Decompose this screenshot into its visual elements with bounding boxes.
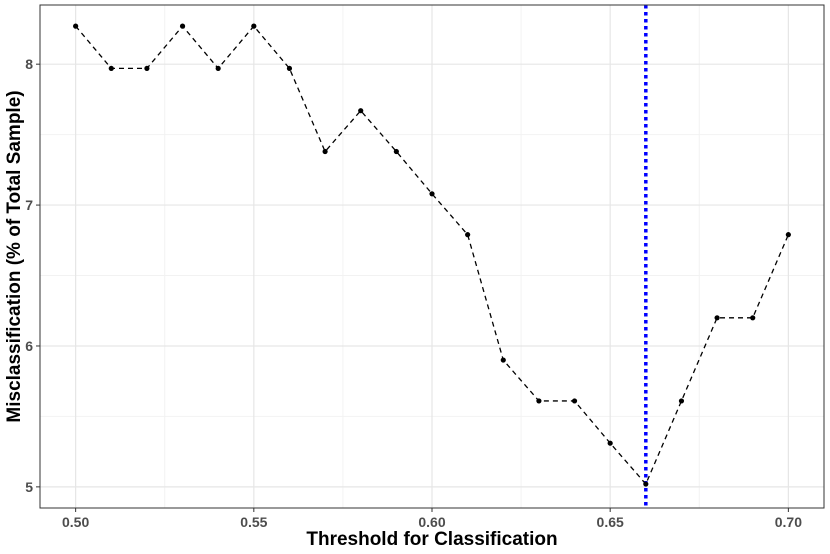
data-point — [607, 440, 613, 446]
grid-major — [40, 5, 824, 508]
data-point — [750, 315, 756, 321]
x-axis-title: Threshold for Classification — [306, 529, 557, 550]
data-point — [678, 398, 685, 404]
data-point — [393, 148, 399, 155]
series-line — [75, 25, 789, 486]
y-axis-title: Misclassification (% of Total Sample) — [4, 90, 25, 422]
y-tick-label: 5 — [25, 479, 33, 495]
data-point — [215, 65, 221, 72]
data-point — [179, 23, 186, 29]
data-point — [251, 23, 257, 29]
data-point — [358, 108, 364, 114]
data-point — [73, 23, 79, 29]
data-point — [571, 398, 578, 404]
series-layer — [73, 23, 791, 487]
x-tick-label: 0.60 — [418, 514, 445, 530]
data-point — [536, 398, 542, 404]
data-point — [108, 65, 114, 72]
x-tick-label: 0.50 — [62, 514, 89, 530]
data-point — [500, 357, 506, 363]
x-tick-label: 0.70 — [775, 514, 802, 530]
y-axis-ticks: 5 6 7 8 — [25, 56, 40, 495]
y-tick-label: 8 — [25, 56, 33, 72]
x-tick-label: 0.65 — [597, 514, 624, 530]
data-point — [714, 315, 720, 321]
data-point — [322, 148, 328, 155]
y-tick-label: 6 — [25, 338, 33, 354]
data-point — [286, 65, 293, 72]
x-axis-ticks: 0.50 0.55 0.60 0.65 0.70 — [62, 508, 802, 530]
data-point — [643, 481, 649, 487]
data-point — [785, 232, 791, 238]
data-point — [429, 191, 435, 197]
y-tick-label: 7 — [25, 197, 33, 213]
data-point — [144, 65, 150, 72]
data-point — [465, 232, 471, 238]
x-tick-label: 0.55 — [240, 514, 267, 530]
